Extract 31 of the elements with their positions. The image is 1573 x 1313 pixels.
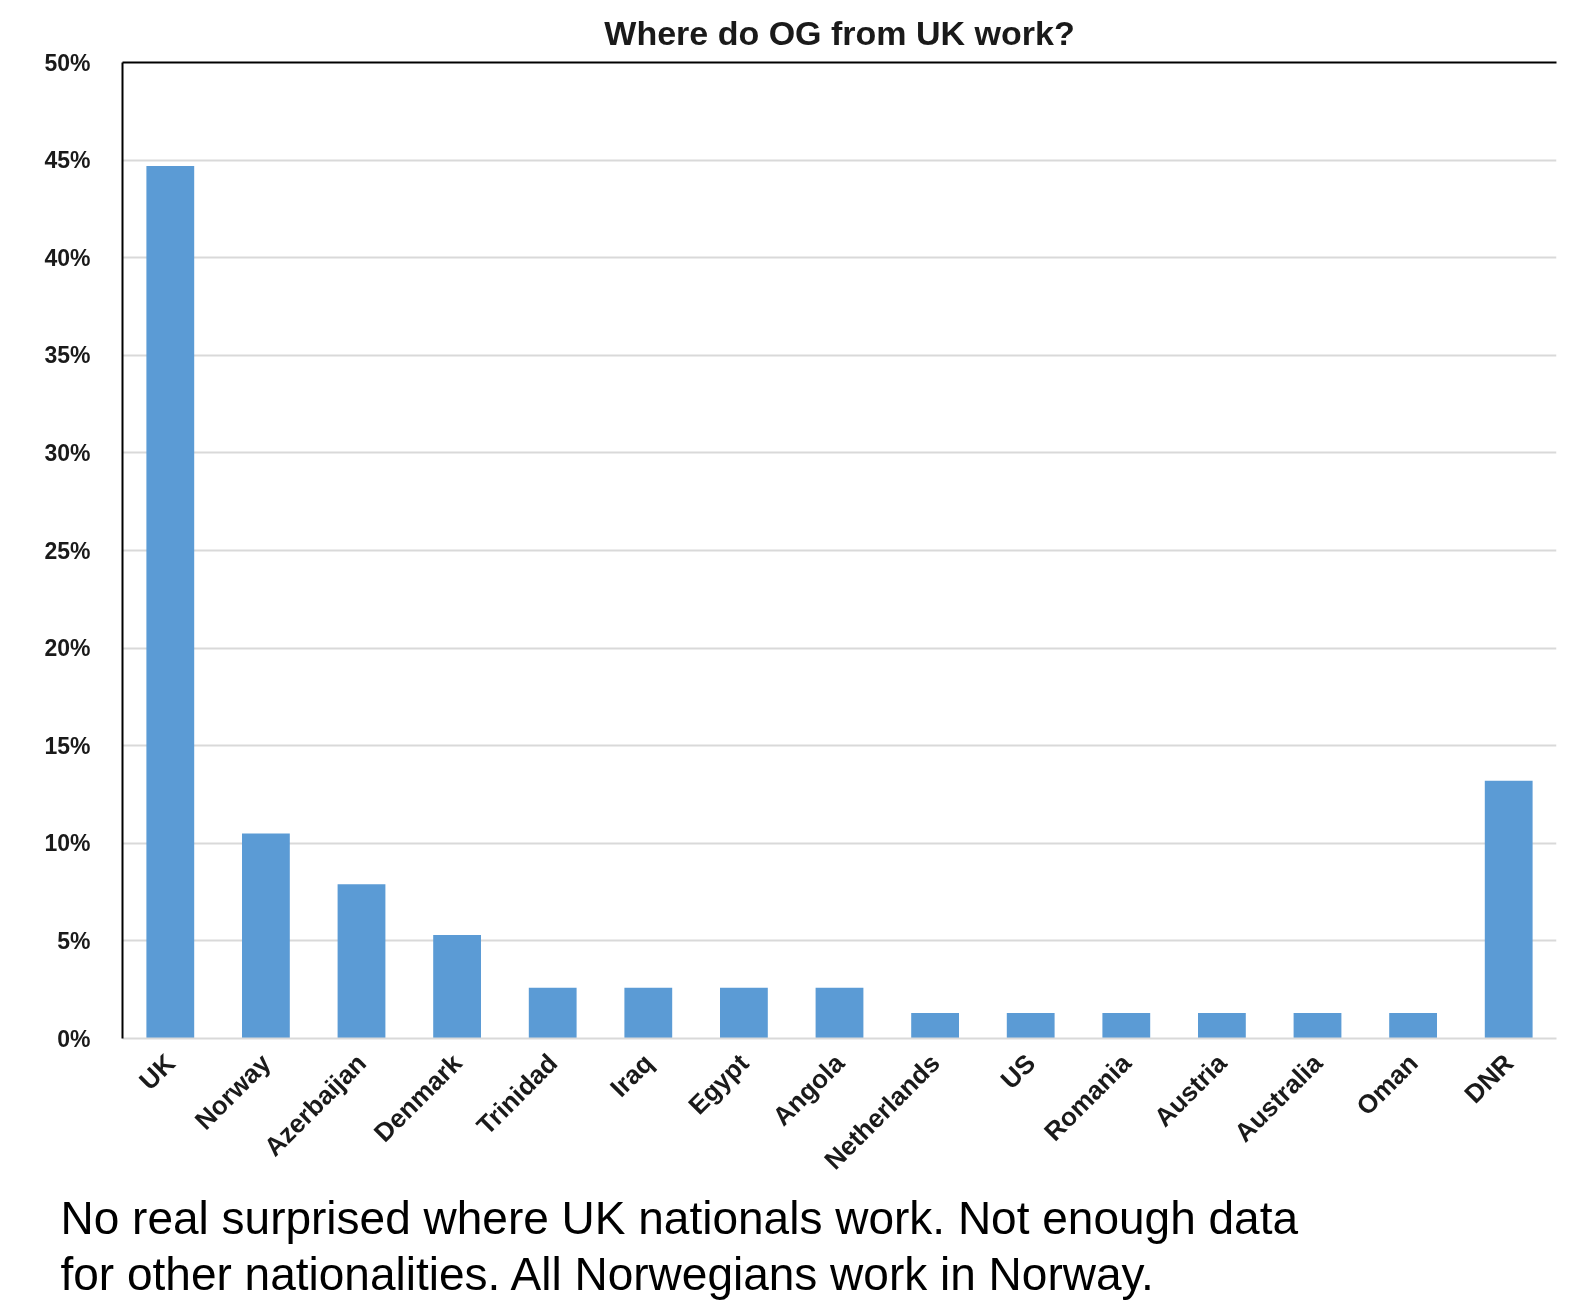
y-tick-label: 20% <box>44 635 91 662</box>
bar <box>528 987 577 1039</box>
bar <box>1102 1013 1151 1039</box>
bar <box>1198 1013 1246 1039</box>
y-tick-label: 50% <box>44 49 91 76</box>
bar <box>146 165 195 1039</box>
x-tick-label: US <box>994 1047 1042 1095</box>
chart-title: Where do OG from UK work? <box>604 13 1075 52</box>
y-tick-label: 45% <box>44 147 91 174</box>
bar <box>911 1013 959 1039</box>
x-tick-label: UK <box>133 1047 182 1096</box>
bar <box>720 987 768 1039</box>
bar <box>433 935 481 1039</box>
bar <box>624 987 673 1039</box>
y-tick-label: 40% <box>44 244 91 271</box>
bar <box>1293 1013 1342 1039</box>
y-tick-label: 5% <box>57 927 91 954</box>
bar <box>1389 1013 1437 1039</box>
bar <box>815 987 864 1039</box>
y-tick-label: 15% <box>44 732 91 759</box>
y-tick-label: 35% <box>44 342 91 369</box>
bar <box>242 833 290 1039</box>
y-tick-label: 10% <box>44 830 91 857</box>
y-tick-label: 0% <box>57 1025 91 1052</box>
y-tick-label: 25% <box>44 537 91 564</box>
bar <box>337 884 386 1039</box>
bar <box>1006 1013 1055 1039</box>
x-tick-label: Iraq <box>603 1047 659 1103</box>
text: No real surprised where UK nationals work. Not enough data for other nationalities. All Norwegians work in Norway. <box>60 1191 1299 1300</box>
bar <box>1484 780 1533 1039</box>
y-tick-label: 30% <box>44 439 91 466</box>
